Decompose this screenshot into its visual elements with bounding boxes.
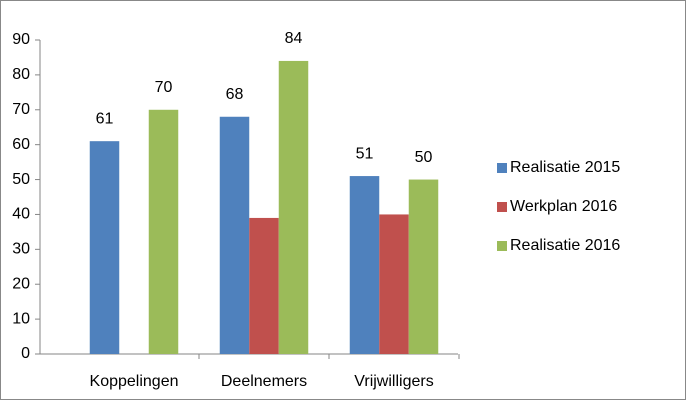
bar bbox=[219, 116, 250, 354]
data-label: 61 bbox=[96, 110, 114, 127]
bar bbox=[148, 109, 179, 355]
data-label: 84 bbox=[285, 30, 303, 47]
legend-label: Realisatie 2016 bbox=[510, 237, 620, 254]
y-tick-label: 20 bbox=[12, 275, 30, 292]
legend-swatch bbox=[497, 241, 507, 251]
legend-label: Realisatie 2015 bbox=[510, 159, 620, 176]
bar bbox=[89, 141, 120, 354]
data-label: 70 bbox=[155, 79, 173, 96]
y-tick-label: 90 bbox=[12, 31, 30, 48]
x-tick-label: Deelnemers bbox=[221, 373, 307, 390]
legend-swatch bbox=[497, 202, 507, 212]
bar bbox=[379, 214, 409, 354]
data-label: 51 bbox=[356, 145, 374, 162]
y-tick-label: 10 bbox=[12, 310, 30, 327]
bar bbox=[349, 176, 380, 354]
legend-label: Werkplan 2016 bbox=[510, 198, 617, 215]
y-tick-label: 30 bbox=[12, 241, 30, 258]
y-tick-label: 50 bbox=[12, 171, 30, 188]
bar bbox=[278, 60, 309, 354]
y-tick-label: 80 bbox=[12, 66, 30, 83]
y-tick-label: 70 bbox=[12, 101, 30, 118]
data-label: 68 bbox=[226, 86, 244, 103]
bar bbox=[249, 217, 279, 354]
y-tick-label: 0 bbox=[21, 345, 30, 362]
data-label: 50 bbox=[415, 149, 433, 166]
legend-swatch bbox=[497, 163, 507, 173]
x-tick-label: Koppelingen bbox=[90, 373, 179, 390]
y-tick-label: 60 bbox=[12, 136, 30, 153]
bar bbox=[408, 179, 439, 354]
y-tick-label: 40 bbox=[12, 206, 30, 223]
x-tick-label: Vrijwilligers bbox=[354, 373, 433, 390]
